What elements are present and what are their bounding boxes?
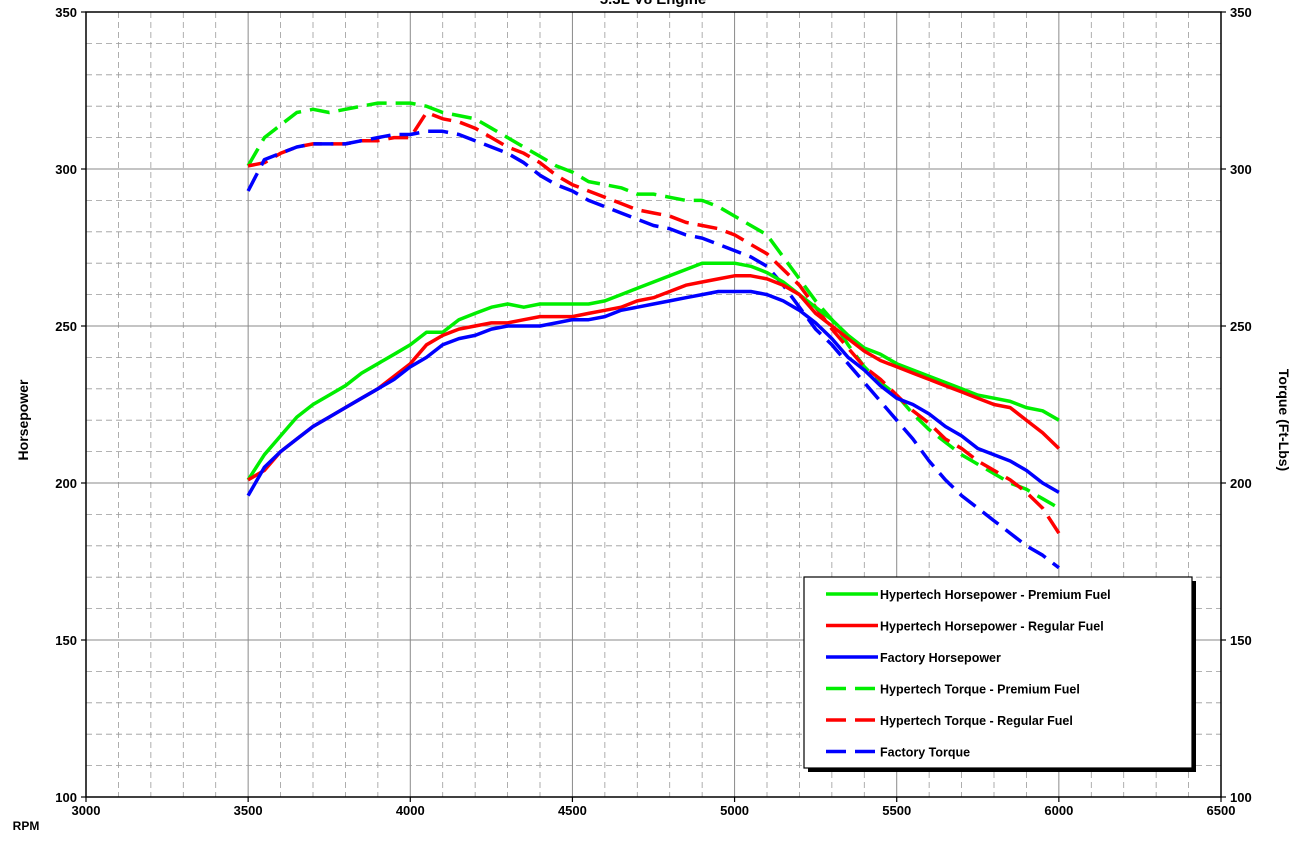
legend-label: Factory Horsepower <box>880 651 1001 665</box>
y-tick-label-left: 350 <box>55 5 77 20</box>
x-tick-label: 6500 <box>1207 803 1236 818</box>
legend-box <box>803 576 1193 769</box>
legend-label: Hypertech Horsepower - Premium Fuel <box>880 588 1111 602</box>
y-tick-label-right: 150 <box>1230 633 1252 648</box>
y-tick-label-right: 350 <box>1230 5 1252 20</box>
series-line-factory-torque <box>246 129 1060 570</box>
series-line-hypertech-horsepower-premium-fuel <box>246 261 1060 481</box>
x-tick-label: 4500 <box>558 803 587 818</box>
legend-label: Factory Torque <box>880 746 970 760</box>
x-axis-title: RPM <box>13 819 40 833</box>
legend-label: Hypertech Torque - Premium Fuel <box>880 683 1080 697</box>
y-tick-label-left: 300 <box>55 162 77 177</box>
x-tick-label: 3000 <box>72 803 101 818</box>
series-line-hypertech-torque-premium-fuel <box>246 101 1060 510</box>
chart-title: 5.3L V8 Engine <box>600 0 706 8</box>
x-tick-label: 3500 <box>234 803 263 818</box>
x-tick-label: 5500 <box>882 803 911 818</box>
x-tick-label: 4000 <box>396 803 425 818</box>
y-axis-right-title: Torque (Ft-Lbs) <box>1276 369 1292 471</box>
y-tick-label-left: 150 <box>55 633 77 648</box>
y-tick-label-left: 100 <box>55 790 77 805</box>
y-tick-label-right: 250 <box>1230 319 1252 334</box>
legend-label: Hypertech Torque - Regular Fuel <box>880 714 1073 728</box>
y-axis-left-title: Horsepower <box>15 379 31 460</box>
series-layer <box>246 101 1061 570</box>
legend-label: Hypertech Horsepower - Regular Fuel <box>880 620 1104 634</box>
y-tick-label-right: 200 <box>1230 476 1252 491</box>
y-tick-label-right: 300 <box>1230 162 1252 177</box>
y-tick-label-right: 100 <box>1230 790 1252 805</box>
y-tick-label-left: 250 <box>55 319 77 334</box>
series-line-hypertech-torque-regular-fuel <box>247 110 1061 535</box>
y-tick-label-left: 200 <box>55 476 77 491</box>
series-line-factory-horsepower <box>246 289 1060 497</box>
legend: Hypertech Horsepower - Premium Fuel Hyper… <box>803 576 1196 772</box>
x-tick-label: 6000 <box>1044 803 1073 818</box>
x-tick-label: 5000 <box>720 803 749 818</box>
plot-area-frame <box>85 11 1222 798</box>
